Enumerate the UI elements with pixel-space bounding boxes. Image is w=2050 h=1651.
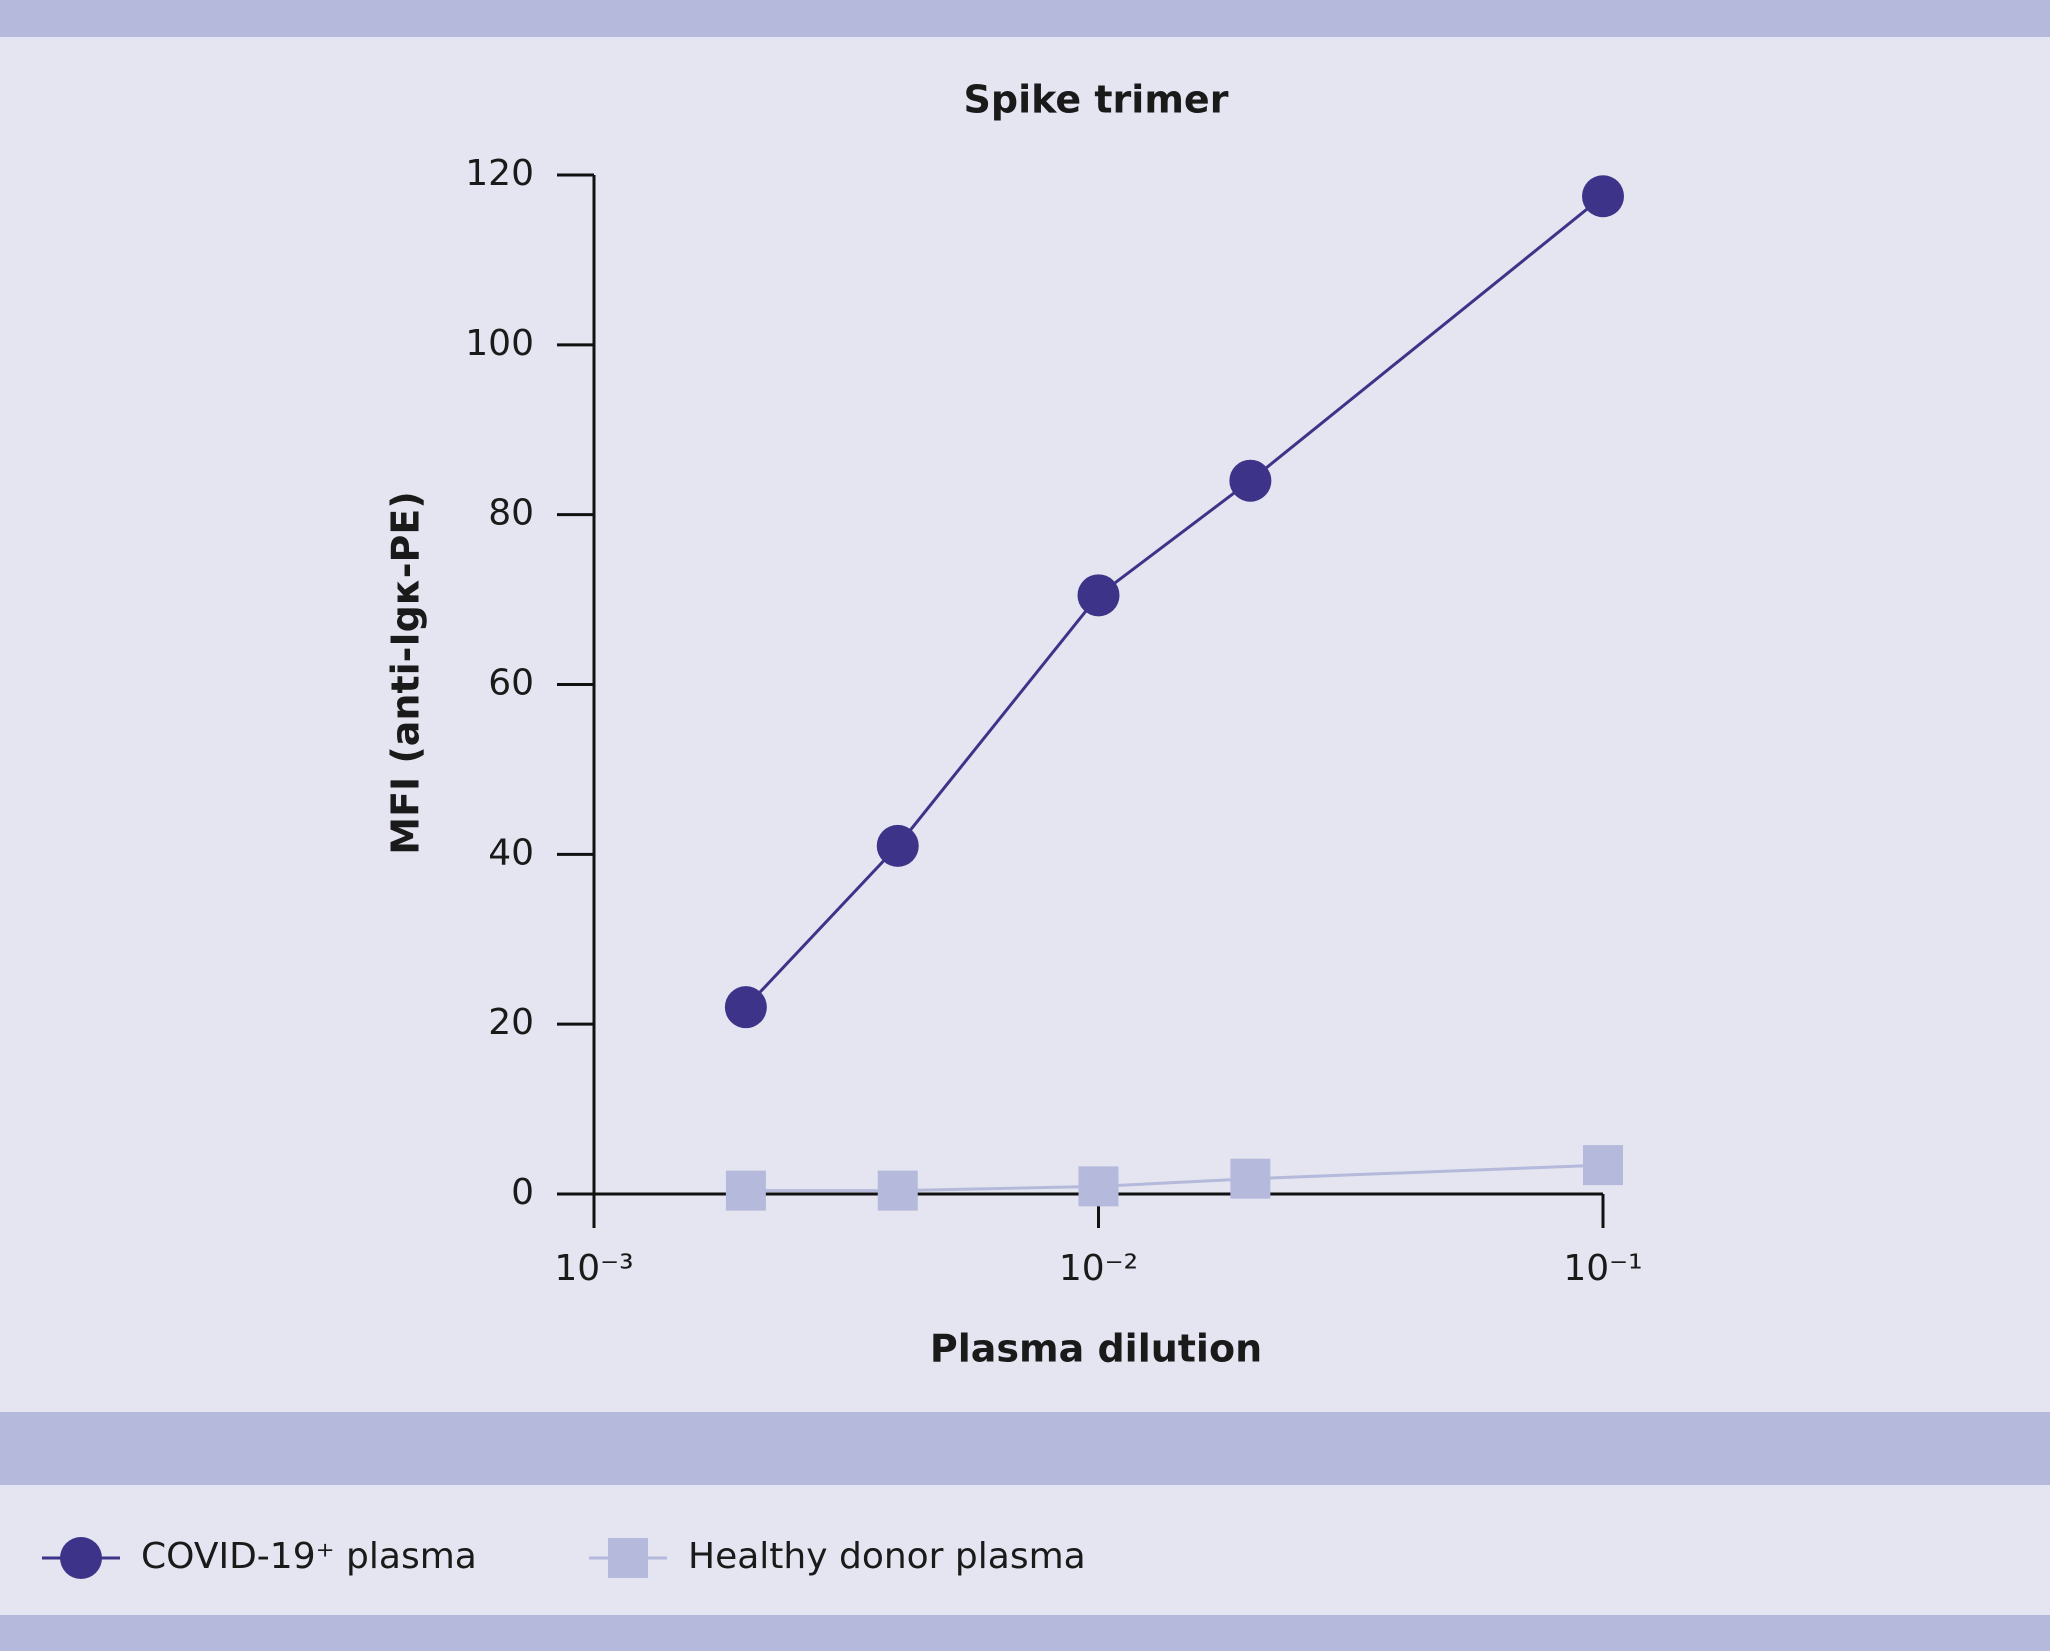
- data-point: [1582, 175, 1624, 218]
- y-tick-label: 120: [465, 153, 534, 194]
- data-point: [724, 986, 767, 1029]
- y-tick-label: 80: [488, 493, 534, 534]
- x-tick-label: 10⁻¹: [1563, 1248, 1642, 1289]
- middle-band: [0, 1412, 2050, 1485]
- x-axis-label: Plasma dilution: [930, 1327, 1262, 1371]
- top-band: [0, 0, 2050, 37]
- chart-title: Spike trimer: [964, 78, 1229, 122]
- data-point: [1078, 1166, 1119, 1207]
- data-point: [877, 1170, 918, 1211]
- legend-label: COVID-19⁺ plasma: [141, 1536, 477, 1577]
- bottom-band: [0, 1615, 2050, 1651]
- y-axis-label: MFI (anti-Igκ-PE): [384, 491, 428, 854]
- legend-marker: [60, 1537, 102, 1579]
- legend-label: Healthy donor plasma: [688, 1536, 1086, 1577]
- data-point: [876, 824, 919, 867]
- data-point: [1583, 1145, 1623, 1186]
- x-tick-label: 10⁻²: [1059, 1248, 1138, 1289]
- data-point: [725, 1170, 766, 1211]
- y-tick-label: 100: [465, 323, 534, 364]
- legend-marker: [608, 1538, 648, 1578]
- y-tick-label: 40: [488, 832, 534, 873]
- data-point: [1077, 574, 1120, 617]
- data-point: [1229, 459, 1272, 502]
- y-tick-label: 0: [511, 1172, 534, 1213]
- data-point: [1230, 1158, 1271, 1199]
- y-tick-label: 60: [488, 663, 534, 704]
- x-tick-label: 10⁻³: [554, 1248, 633, 1289]
- y-tick-label: 20: [488, 1002, 534, 1043]
